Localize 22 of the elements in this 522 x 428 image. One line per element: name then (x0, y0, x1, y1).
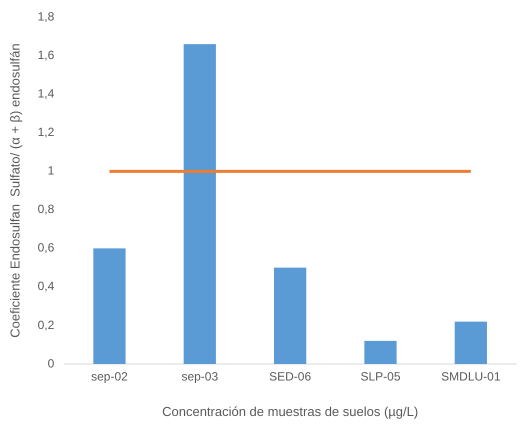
bar (93, 248, 126, 364)
bar (454, 322, 487, 364)
x-axis-title: Concentración de muestras de suelos (µg/L) (162, 404, 418, 419)
x-tick-label: sep-02 (91, 370, 128, 384)
y-tick-label: 0,8 (38, 202, 55, 216)
bar (364, 340, 397, 364)
bar (184, 44, 216, 364)
y-tick-label: 1,4 (38, 86, 55, 101)
y-tick-label: 0,2 (38, 318, 55, 332)
y-tick-label: 0,6 (38, 240, 55, 255)
x-tick-label: SED-06 (269, 370, 312, 384)
bar (274, 268, 306, 364)
y-tick-label: 1,6 (38, 48, 55, 62)
y-axis-title: Coeficiente Endosulfan Sulfato/ (α + β) endosulfán (7, 43, 22, 338)
x-tick-label: SLP-05 (360, 370, 401, 384)
y-tick-label: 0,4 (38, 279, 55, 294)
y-tick-label: 0 (48, 356, 55, 370)
x-tick-label: sep-03 (181, 370, 218, 384)
y-tick-label: 1,2 (38, 125, 55, 140)
x-tick-label: SMDLU-01 (441, 370, 501, 384)
y-tick-label: 1 (48, 164, 55, 178)
y-tick-label: 1,8 (38, 10, 55, 24)
